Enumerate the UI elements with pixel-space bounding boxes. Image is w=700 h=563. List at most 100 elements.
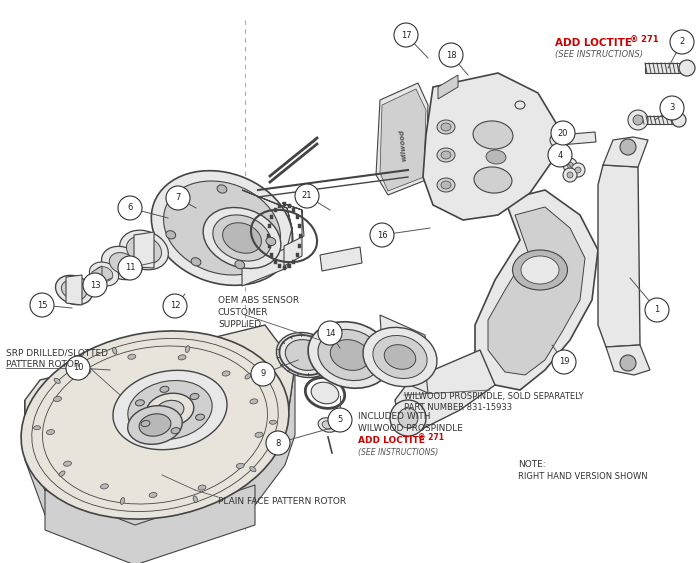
Text: OEM ABS SENSOR: OEM ABS SENSOR bbox=[218, 296, 299, 305]
Circle shape bbox=[552, 350, 576, 374]
Ellipse shape bbox=[441, 181, 451, 189]
Text: 9: 9 bbox=[260, 369, 265, 378]
Ellipse shape bbox=[190, 394, 199, 400]
Ellipse shape bbox=[151, 171, 293, 285]
Ellipse shape bbox=[222, 371, 230, 376]
Polygon shape bbox=[66, 275, 82, 305]
Ellipse shape bbox=[141, 421, 150, 427]
Ellipse shape bbox=[223, 223, 261, 253]
Polygon shape bbox=[423, 73, 556, 220]
Ellipse shape bbox=[330, 339, 370, 370]
Ellipse shape bbox=[102, 247, 143, 280]
Text: 4: 4 bbox=[557, 150, 563, 159]
Circle shape bbox=[563, 168, 577, 182]
Ellipse shape bbox=[55, 275, 92, 305]
Text: CUSTOMER: CUSTOMER bbox=[218, 308, 269, 317]
Text: 8: 8 bbox=[275, 439, 281, 448]
Polygon shape bbox=[278, 265, 281, 269]
Ellipse shape bbox=[318, 418, 338, 432]
Circle shape bbox=[83, 273, 107, 297]
Circle shape bbox=[30, 293, 54, 317]
Polygon shape bbox=[645, 63, 683, 73]
Ellipse shape bbox=[146, 393, 194, 427]
Ellipse shape bbox=[113, 347, 117, 354]
Ellipse shape bbox=[266, 237, 276, 245]
Polygon shape bbox=[598, 165, 640, 347]
Text: 11: 11 bbox=[125, 263, 135, 272]
Polygon shape bbox=[25, 325, 295, 515]
Text: 12: 12 bbox=[169, 302, 181, 311]
Circle shape bbox=[398, 408, 418, 428]
Ellipse shape bbox=[177, 199, 187, 207]
Ellipse shape bbox=[149, 493, 157, 498]
Polygon shape bbox=[92, 266, 102, 288]
Ellipse shape bbox=[235, 261, 245, 269]
Ellipse shape bbox=[308, 321, 392, 388]
Text: 5: 5 bbox=[337, 415, 342, 425]
Ellipse shape bbox=[437, 178, 455, 192]
Polygon shape bbox=[296, 215, 299, 219]
Text: 1: 1 bbox=[654, 306, 659, 315]
Ellipse shape bbox=[312, 382, 339, 404]
Ellipse shape bbox=[120, 498, 125, 504]
Polygon shape bbox=[270, 215, 273, 219]
Polygon shape bbox=[296, 253, 299, 257]
Ellipse shape bbox=[473, 121, 513, 149]
Ellipse shape bbox=[441, 151, 451, 159]
Ellipse shape bbox=[191, 258, 201, 266]
Circle shape bbox=[318, 321, 342, 345]
Polygon shape bbox=[268, 244, 271, 248]
Circle shape bbox=[251, 362, 275, 386]
Ellipse shape bbox=[237, 463, 244, 468]
Polygon shape bbox=[288, 265, 291, 269]
Ellipse shape bbox=[521, 256, 559, 284]
Ellipse shape bbox=[441, 123, 451, 131]
Ellipse shape bbox=[95, 267, 113, 282]
Ellipse shape bbox=[47, 430, 55, 435]
Circle shape bbox=[679, 60, 695, 76]
Text: 21: 21 bbox=[302, 191, 312, 200]
Ellipse shape bbox=[54, 396, 62, 401]
Polygon shape bbox=[274, 208, 276, 212]
Text: PLAIN FACE PATTERN ROTOR: PLAIN FACE PATTERN ROTOR bbox=[218, 497, 346, 506]
Text: RIGHT HAND VERSION SHOWN: RIGHT HAND VERSION SHOWN bbox=[518, 472, 648, 481]
Ellipse shape bbox=[186, 346, 190, 352]
Text: 20: 20 bbox=[558, 128, 568, 137]
Ellipse shape bbox=[139, 414, 171, 436]
Ellipse shape bbox=[128, 354, 136, 359]
Ellipse shape bbox=[437, 120, 455, 134]
Ellipse shape bbox=[62, 280, 87, 300]
Polygon shape bbox=[45, 485, 255, 563]
Ellipse shape bbox=[128, 381, 212, 440]
Circle shape bbox=[670, 30, 694, 54]
Text: 16: 16 bbox=[377, 230, 387, 239]
Circle shape bbox=[567, 172, 573, 178]
Ellipse shape bbox=[373, 336, 427, 378]
Circle shape bbox=[563, 158, 577, 172]
Circle shape bbox=[660, 96, 684, 120]
Text: WILWOOD PROSPINDLE, SOLD SEPARATELY: WILWOOD PROSPINDLE, SOLD SEPARATELY bbox=[404, 392, 584, 401]
Text: PATTERN ROTOR: PATTERN ROTOR bbox=[6, 360, 80, 369]
Text: 10: 10 bbox=[73, 364, 83, 373]
Ellipse shape bbox=[276, 333, 334, 378]
Polygon shape bbox=[606, 345, 650, 375]
Polygon shape bbox=[288, 204, 291, 208]
Circle shape bbox=[620, 355, 636, 371]
Circle shape bbox=[551, 121, 575, 145]
Polygon shape bbox=[268, 224, 271, 228]
Text: 19: 19 bbox=[559, 358, 569, 367]
Circle shape bbox=[118, 196, 142, 220]
Polygon shape bbox=[559, 132, 596, 145]
Polygon shape bbox=[283, 202, 286, 206]
Ellipse shape bbox=[245, 374, 251, 379]
Text: 7: 7 bbox=[175, 194, 181, 203]
Ellipse shape bbox=[34, 426, 41, 430]
Text: ADD LOCTITE: ADD LOCTITE bbox=[555, 38, 632, 48]
Circle shape bbox=[439, 43, 463, 67]
Text: (SEE INSTRUCTIONS): (SEE INSTRUCTIONS) bbox=[358, 448, 438, 457]
Circle shape bbox=[575, 167, 581, 173]
Ellipse shape bbox=[270, 420, 276, 425]
Polygon shape bbox=[283, 266, 286, 270]
Ellipse shape bbox=[101, 484, 108, 489]
Polygon shape bbox=[475, 190, 598, 390]
